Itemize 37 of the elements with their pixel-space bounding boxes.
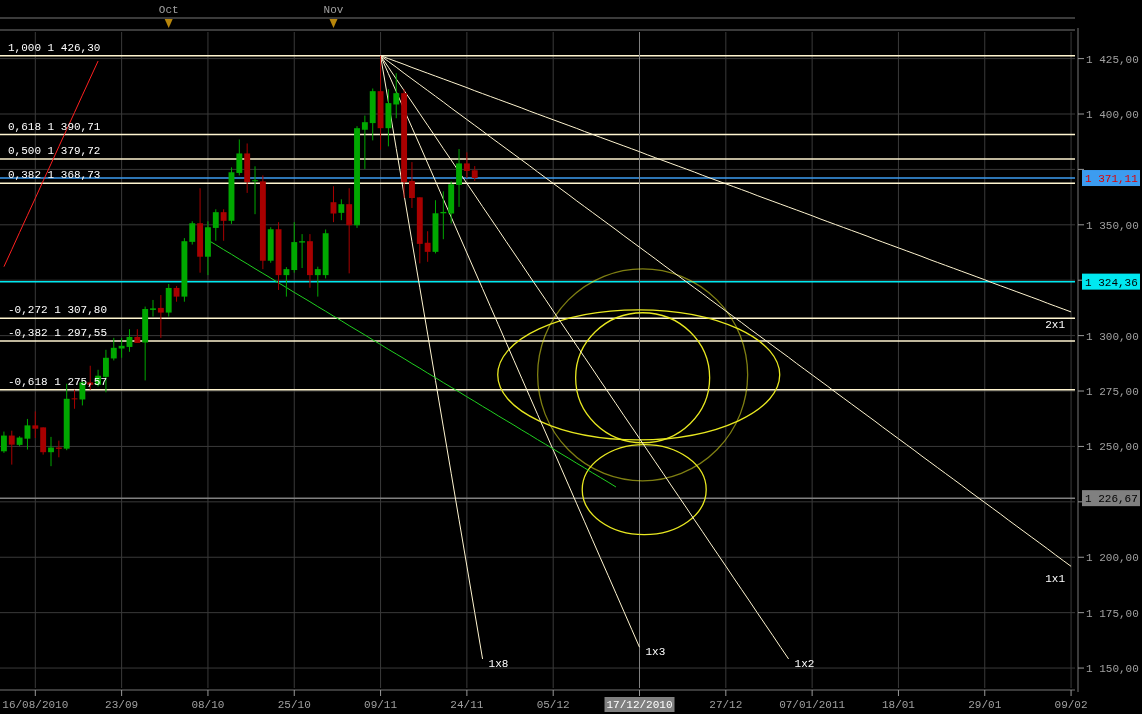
x-tick-label: 09/11	[364, 699, 398, 711]
x-tick-label: 29/01	[968, 699, 1002, 711]
y-tick-label: 1 175,00	[1086, 607, 1139, 620]
annotation: 0,500 1 379,72	[8, 144, 101, 157]
annotation: 1,000 1 426,30	[8, 41, 101, 54]
x-tick-label: 08/10	[191, 699, 225, 711]
ref-line-label: 1 324,36	[1085, 276, 1138, 289]
series-label: 1x3	[645, 646, 666, 659]
y-tick-label: 1 300,00	[1086, 330, 1139, 343]
y-tick-label: 1 250,00	[1086, 441, 1139, 454]
series-label: 1x8	[488, 657, 509, 670]
text: Oct	[158, 4, 179, 16]
x-tick-label: 25/10	[277, 699, 311, 711]
x-tick-label: 24/11	[450, 699, 484, 711]
y-tick-label: 1 400,00	[1086, 109, 1139, 121]
series-label: 1x2	[794, 657, 815, 670]
ref-line-label: 1 371,11	[1085, 173, 1139, 186]
text: Nov	[323, 4, 344, 16]
annotation: 0,618 1 390,71	[8, 120, 101, 133]
x-tick-label: 27/12	[709, 699, 743, 711]
annotation: -0,382 1 297,55	[8, 327, 108, 340]
annotation: -0,272 1 307,80	[8, 304, 108, 317]
y-tick-label: 1 350,00	[1086, 219, 1139, 232]
y-tick-label: 1 275,00	[1086, 386, 1139, 399]
series-label: 1x1	[1045, 573, 1066, 586]
y-tick-label: 1 200,00	[1086, 552, 1139, 565]
y-tick-label: 1 425,00	[1086, 53, 1139, 66]
x-tick-label: 09/02	[1054, 699, 1088, 711]
y-tick-label: 1 150,00	[1086, 663, 1139, 676]
x-tick-label: 18/01	[881, 699, 916, 711]
x-tick-label: 17/12/2010	[606, 699, 673, 711]
ref-line-label: 1 226,67	[1085, 493, 1138, 506]
x-tick-label: 16/08/2010	[2, 699, 69, 711]
x-tick-label: 05/12	[536, 699, 570, 711]
series-label: 2x1	[1045, 318, 1066, 331]
x-tick-label: 23/09	[105, 699, 139, 711]
x-tick-label: 07/01/2011	[779, 699, 846, 711]
